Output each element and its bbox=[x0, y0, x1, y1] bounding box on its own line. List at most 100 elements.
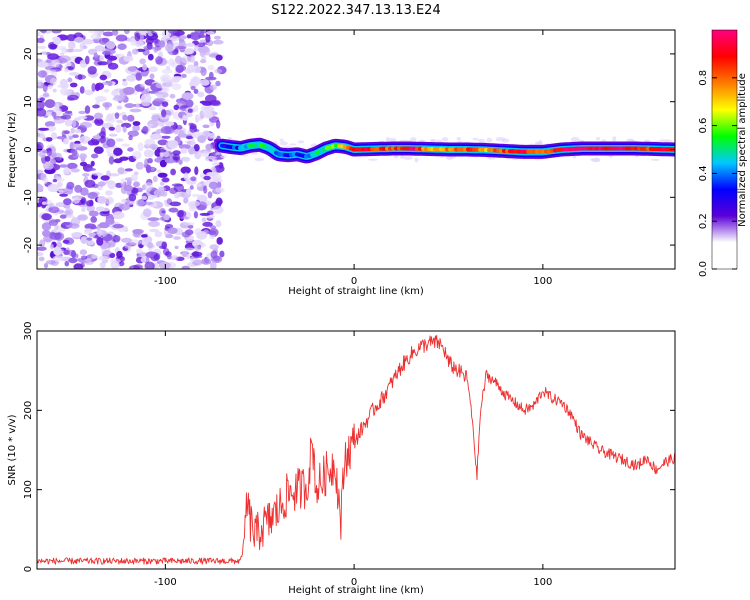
noise-blob bbox=[80, 198, 86, 204]
noise-blob bbox=[108, 156, 115, 165]
noise-blob bbox=[205, 135, 217, 139]
noise-blob bbox=[105, 146, 112, 155]
noise-blob bbox=[196, 231, 208, 240]
noise-blob bbox=[149, 133, 162, 140]
noise-blob bbox=[58, 164, 69, 168]
noise-blob bbox=[68, 257, 78, 264]
noise-blob bbox=[137, 142, 144, 152]
noise-blob bbox=[141, 201, 154, 206]
snr-y-ticks: 0 100 200 300 bbox=[23, 321, 675, 572]
noise-blob bbox=[132, 121, 141, 126]
noise-blob bbox=[180, 216, 189, 220]
noise-blob bbox=[205, 31, 215, 35]
noise-blob bbox=[50, 77, 57, 86]
noise-blob bbox=[80, 187, 89, 196]
noise-blob bbox=[126, 74, 137, 82]
noise-blob bbox=[486, 137, 493, 143]
noise-blob bbox=[82, 45, 88, 50]
noise-blob bbox=[250, 152, 259, 155]
noise-blob bbox=[48, 219, 59, 226]
noise-blob bbox=[37, 169, 44, 175]
noise-blob bbox=[92, 172, 104, 176]
noise-blob bbox=[37, 252, 44, 257]
noise-blob bbox=[59, 214, 67, 219]
noise-blob bbox=[60, 82, 69, 89]
noise-blob bbox=[84, 105, 91, 114]
noise-blob bbox=[139, 58, 146, 65]
snr-background bbox=[37, 331, 675, 569]
noise-blob bbox=[189, 32, 202, 41]
noise-blob bbox=[48, 202, 55, 208]
noise-blob bbox=[64, 261, 70, 267]
noise-blob bbox=[104, 196, 115, 205]
noise-blob bbox=[185, 136, 194, 140]
snr-frame bbox=[36, 330, 676, 570]
noise-blob bbox=[190, 176, 197, 182]
noise-blob bbox=[180, 65, 187, 71]
noise-blob bbox=[58, 189, 64, 194]
noise-blob bbox=[174, 192, 180, 199]
noise-blob bbox=[111, 90, 119, 97]
noise-blob bbox=[199, 30, 205, 38]
noise-blob bbox=[148, 106, 157, 111]
noise-blob bbox=[190, 256, 195, 263]
noise-blob bbox=[138, 30, 148, 34]
noise-blob bbox=[182, 156, 191, 163]
noise-blob bbox=[199, 100, 209, 104]
noise-blob bbox=[202, 221, 213, 227]
noise-blob bbox=[108, 133, 118, 137]
noise-blob bbox=[208, 181, 219, 190]
noise-blob bbox=[116, 105, 123, 110]
noise-blob bbox=[477, 138, 485, 142]
noise-blob bbox=[79, 249, 88, 256]
noise-blob bbox=[37, 133, 46, 139]
noise-blob bbox=[147, 158, 153, 164]
noise-blob bbox=[154, 97, 166, 102]
noise-blob bbox=[56, 181, 63, 188]
noise-blob bbox=[202, 124, 210, 129]
noise-blob bbox=[197, 91, 205, 98]
noise-blob bbox=[445, 156, 454, 160]
y-tick-label: -20 bbox=[23, 237, 34, 253]
noise-blob bbox=[101, 250, 112, 255]
noise-blob bbox=[650, 158, 660, 161]
noise-blob bbox=[194, 114, 200, 123]
noise-blob bbox=[143, 149, 154, 158]
noise-blob bbox=[45, 111, 53, 117]
noise-blob bbox=[200, 79, 210, 86]
noise-blob bbox=[70, 127, 75, 134]
noise-blob bbox=[188, 122, 194, 126]
noise-blob bbox=[95, 82, 104, 91]
noise-blob bbox=[43, 92, 50, 97]
noise-blob bbox=[612, 136, 617, 142]
noise-blob bbox=[71, 250, 76, 259]
noise-blob bbox=[87, 254, 92, 259]
noise-blob bbox=[64, 210, 72, 216]
noise-blob bbox=[140, 83, 146, 88]
noise-blob bbox=[183, 172, 189, 181]
noise-blob bbox=[186, 34, 192, 39]
noise-blob bbox=[84, 260, 94, 265]
noise-blob bbox=[86, 167, 96, 171]
noise-blob bbox=[214, 179, 224, 183]
noise-blob bbox=[77, 74, 83, 80]
noise-blob bbox=[123, 30, 130, 35]
noise-blob bbox=[169, 93, 176, 99]
noise-blob bbox=[82, 39, 94, 45]
noise-blob bbox=[193, 211, 198, 219]
noise-blob bbox=[170, 255, 179, 261]
noise-blob bbox=[81, 255, 88, 260]
noise-blob bbox=[72, 134, 79, 138]
noise-blob bbox=[42, 84, 48, 93]
noise-blob bbox=[128, 265, 141, 269]
noise-blob bbox=[207, 191, 213, 199]
noise-blob bbox=[74, 184, 83, 193]
noise-blob bbox=[189, 125, 198, 133]
noise-blob bbox=[122, 126, 127, 133]
noise-blob bbox=[161, 241, 168, 250]
noise-blob bbox=[495, 137, 506, 142]
noise-blob bbox=[148, 228, 160, 233]
noise-blob bbox=[95, 95, 107, 102]
noise-blob bbox=[74, 129, 82, 134]
noise-blob bbox=[172, 50, 179, 55]
